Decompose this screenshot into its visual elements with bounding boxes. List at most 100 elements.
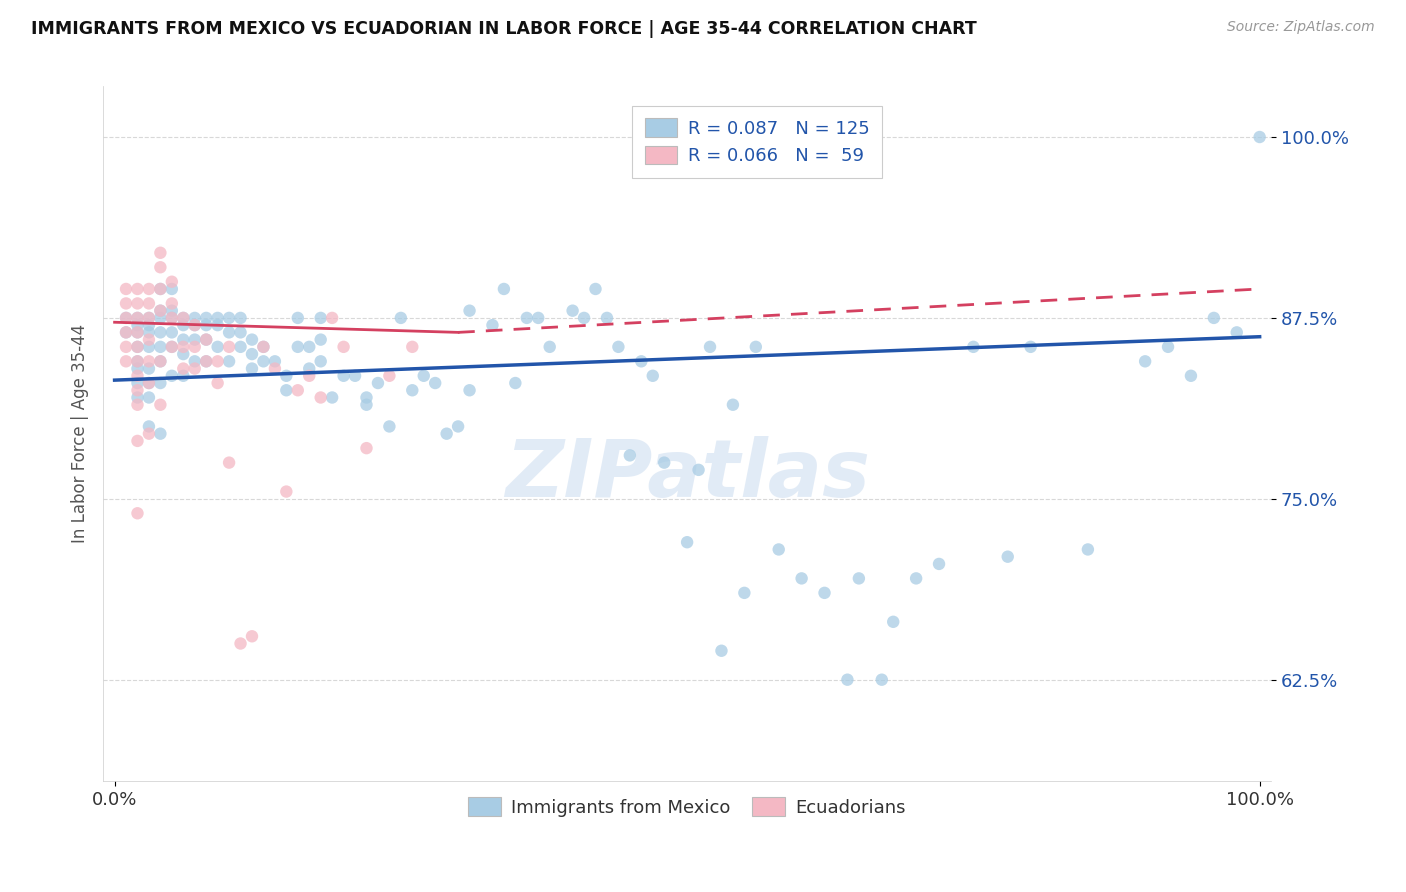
Point <box>332 340 354 354</box>
Point <box>516 310 538 325</box>
Point <box>538 340 561 354</box>
Point <box>138 376 160 390</box>
Point <box>332 368 354 383</box>
Point <box>127 398 149 412</box>
Point <box>149 354 172 368</box>
Point <box>138 310 160 325</box>
Point <box>240 361 263 376</box>
Point <box>356 391 378 405</box>
Point <box>149 326 172 340</box>
Point <box>309 310 332 325</box>
Point <box>412 368 434 383</box>
Point <box>138 361 160 376</box>
Point <box>425 376 447 390</box>
Point <box>115 326 138 340</box>
Point <box>138 354 160 368</box>
Point <box>195 333 218 347</box>
Point <box>172 347 194 361</box>
Point <box>160 368 183 383</box>
Point <box>184 340 207 354</box>
Point <box>127 368 149 383</box>
Point <box>138 282 160 296</box>
Point <box>207 318 229 333</box>
Point <box>928 557 950 571</box>
Point <box>870 673 893 687</box>
Point <box>240 629 263 643</box>
Point <box>264 354 287 368</box>
Point <box>138 326 160 340</box>
Point <box>505 376 527 390</box>
Point <box>768 542 790 557</box>
Point <box>184 318 207 333</box>
Point <box>149 310 172 325</box>
Point <box>252 354 274 368</box>
Point <box>127 391 149 405</box>
Point <box>378 419 401 434</box>
Point <box>149 282 172 296</box>
Point <box>138 296 160 310</box>
Legend: Immigrants from Mexico, Ecuadorians: Immigrants from Mexico, Ecuadorians <box>461 790 914 824</box>
Point <box>149 340 172 354</box>
Point <box>149 260 172 275</box>
Point <box>138 419 160 434</box>
Point <box>641 368 664 383</box>
Point <box>561 303 583 318</box>
Point <box>218 354 240 368</box>
Text: Source: ZipAtlas.com: Source: ZipAtlas.com <box>1227 20 1375 34</box>
Point <box>115 354 138 368</box>
Point <box>436 426 458 441</box>
Point <box>997 549 1019 564</box>
Point <box>184 354 207 368</box>
Point <box>276 384 298 398</box>
Point <box>172 340 194 354</box>
Point <box>309 354 332 368</box>
Point <box>676 535 699 549</box>
Point <box>138 318 160 333</box>
Point <box>458 384 481 398</box>
Point <box>195 318 218 333</box>
Point <box>115 326 138 340</box>
Point <box>218 310 240 325</box>
Point <box>218 456 240 470</box>
Point <box>127 361 149 376</box>
Point <box>218 340 240 354</box>
Point <box>1019 340 1042 354</box>
Point <box>229 340 252 354</box>
Point <box>688 463 710 477</box>
Point <box>127 354 149 368</box>
Point <box>115 282 138 296</box>
Point <box>596 310 619 325</box>
Point <box>699 340 721 354</box>
Text: ZIPatlas: ZIPatlas <box>505 436 870 515</box>
Point <box>195 333 218 347</box>
Point <box>356 441 378 455</box>
Point <box>172 361 194 376</box>
Point <box>149 303 172 318</box>
Point <box>127 434 149 448</box>
Point <box>127 340 149 354</box>
Point <box>127 318 149 333</box>
Point <box>127 384 149 398</box>
Point <box>127 310 149 325</box>
Point <box>264 361 287 376</box>
Point <box>287 340 309 354</box>
Point <box>184 318 207 333</box>
Point <box>630 354 652 368</box>
Point <box>160 303 183 318</box>
Point <box>848 571 870 585</box>
Point <box>115 340 138 354</box>
Point <box>138 391 160 405</box>
Point <box>149 376 172 390</box>
Point <box>721 398 744 412</box>
Point <box>160 275 183 289</box>
Point <box>745 340 768 354</box>
Point <box>585 282 607 296</box>
Point <box>115 296 138 310</box>
Point <box>905 571 928 585</box>
Point <box>1133 354 1156 368</box>
Point <box>962 340 984 354</box>
Point <box>149 354 172 368</box>
Point <box>572 310 595 325</box>
Point <box>195 310 218 325</box>
Point <box>481 318 503 333</box>
